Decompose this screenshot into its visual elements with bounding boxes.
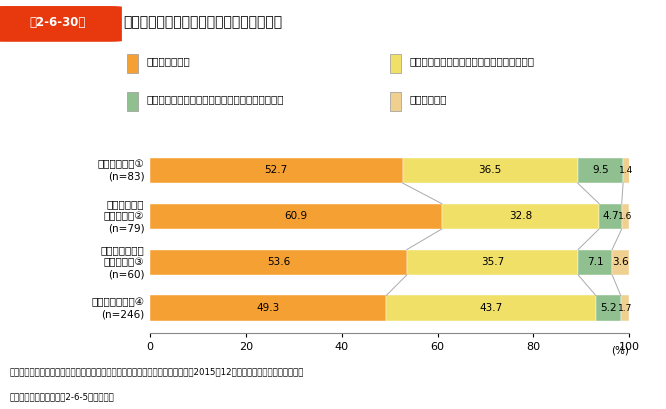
FancyBboxPatch shape: [0, 6, 122, 42]
Text: （注）　企業分類は、第2-6-5図に従う。: （注） 企業分類は、第2-6-5図に従う。: [10, 392, 115, 401]
Text: 60.9: 60.9: [284, 211, 308, 221]
Bar: [402, 158, 577, 183]
Bar: [150, 249, 407, 275]
Text: 3.6: 3.6: [613, 257, 629, 267]
Text: 外部機関が中心となり、適宜、社内の人材も参加: 外部機関が中心となり、適宜、社内の人材も参加: [146, 94, 284, 105]
Text: 7.1: 7.1: [587, 257, 603, 267]
Bar: [596, 295, 621, 321]
Bar: [407, 249, 578, 275]
Bar: [390, 92, 401, 111]
Bar: [599, 204, 621, 229]
Bar: [390, 54, 401, 73]
Bar: [150, 204, 442, 229]
Text: 資料：中小企業庁委託「中小企業の成長と投資行動に関するアンケート調査」（2015年12月、（株）帝国データバンク）: 資料：中小企業庁委託「中小企業の成長と投資行動に関するアンケート調査」（2015…: [10, 368, 304, 377]
Bar: [150, 295, 386, 321]
Text: 企業分類別に見た事前リスク評価の実施者: 企業分類別に見た事前リスク評価の実施者: [123, 16, 282, 29]
Bar: [577, 158, 623, 183]
Text: 52.7: 52.7: [264, 165, 288, 175]
Text: 35.7: 35.7: [481, 257, 504, 267]
Bar: [621, 204, 629, 229]
Text: 49.3: 49.3: [256, 303, 280, 313]
Text: 43.7: 43.7: [480, 303, 503, 313]
Text: 1.6: 1.6: [618, 212, 633, 221]
Text: 1.4: 1.4: [619, 166, 633, 175]
Bar: [623, 158, 630, 183]
Bar: [127, 54, 138, 73]
Bar: [127, 92, 138, 111]
Bar: [612, 249, 629, 275]
Text: 4.7: 4.7: [602, 211, 619, 221]
Text: 社内の人材が中心となり、適宜、外部に相談: 社内の人材が中心となり、適宜、外部に相談: [409, 56, 534, 67]
Text: 53.6: 53.6: [267, 257, 290, 267]
Text: (%): (%): [611, 346, 629, 356]
Bar: [150, 158, 402, 183]
Text: 外部機関のみ: 外部機関のみ: [409, 94, 447, 105]
Text: 9.5: 9.5: [592, 165, 609, 175]
Text: 36.5: 36.5: [478, 165, 501, 175]
Bar: [386, 295, 596, 321]
Bar: [621, 295, 629, 321]
Text: 1.7: 1.7: [617, 303, 632, 312]
Text: 社内の人材のみ: 社内の人材のみ: [146, 56, 190, 67]
Bar: [578, 249, 612, 275]
Text: 5.2: 5.2: [600, 303, 617, 313]
Text: 第2-6-30図: 第2-6-30図: [30, 16, 86, 29]
Text: 32.8: 32.8: [509, 211, 532, 221]
Bar: [442, 204, 599, 229]
